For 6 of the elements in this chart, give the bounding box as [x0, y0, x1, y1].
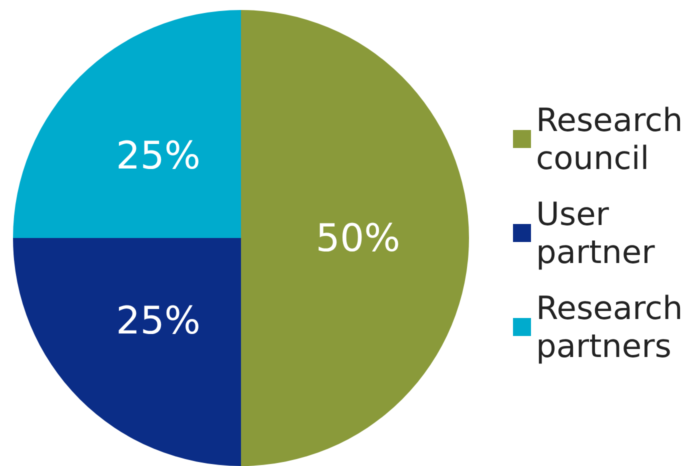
data-label: 25% — [116, 298, 201, 343]
data-label: 25% — [116, 133, 201, 178]
data-label: 50% — [316, 216, 400, 260]
legend-label: Research partners — [536, 289, 693, 365]
legend-label: User partner — [536, 195, 656, 271]
legend-label: Research council — [536, 101, 693, 177]
